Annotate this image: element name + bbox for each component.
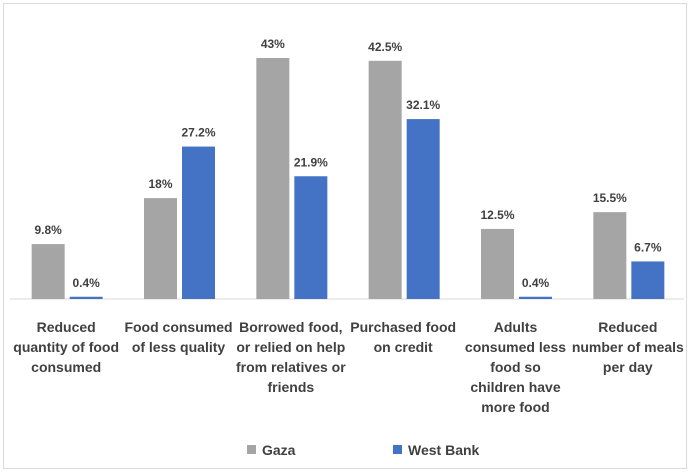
legend-swatch-gaza xyxy=(247,445,256,454)
bar-gaza-4 xyxy=(481,228,514,299)
category-label-3-line-0: Purchased food xyxy=(350,319,456,335)
category-label-2-line-2: from relatives or xyxy=(236,359,346,375)
category-label-2-line-0: Borrowed food, xyxy=(239,319,342,335)
category-label-3-line-1: on credit xyxy=(374,339,433,355)
bar-gaza-3 xyxy=(368,60,402,300)
bar-west-bank-3 xyxy=(406,119,440,299)
bar-west-bank-4 xyxy=(519,296,552,299)
category-label-4-line-0: Adults xyxy=(494,319,538,335)
data-label-west-bank-2: 21.9% xyxy=(294,155,328,169)
bar-west-bank-0 xyxy=(69,296,103,299)
bar-gaza-2 xyxy=(256,58,290,299)
category-label-4-line-4: more food xyxy=(481,399,549,415)
category-label-0-line-2: consumed xyxy=(31,359,101,375)
bar-west-bank-5 xyxy=(631,261,665,299)
bar-gaza-1 xyxy=(144,198,177,299)
bar-gaza-5 xyxy=(593,212,627,299)
category-label-4-line-3: children have xyxy=(470,379,560,395)
category-label-0-line-0: Reduced xyxy=(37,319,96,335)
data-label-gaza-2: 43% xyxy=(261,37,285,51)
data-label-west-bank-3: 32.1% xyxy=(406,98,440,112)
data-label-west-bank-4: 0.4% xyxy=(522,276,550,290)
category-label-5-line-1: number of meals xyxy=(572,339,684,355)
category-label-2-line-1: or relied on help xyxy=(236,339,345,355)
bar-west-bank-1 xyxy=(182,146,215,299)
category-label-1-line-1: of less quality xyxy=(132,339,226,355)
data-label-west-bank-5: 6.7% xyxy=(634,240,662,254)
category-label-4-line-1: consumed less xyxy=(465,339,566,355)
category-label-5-line-0: Reduced xyxy=(598,319,657,335)
chart-area xyxy=(3,3,687,469)
legend-label-west-bank: West Bank xyxy=(408,442,480,458)
data-label-gaza-0: 9.8% xyxy=(34,223,62,237)
bar-west-bank-2 xyxy=(294,176,328,299)
category-label-0-line-1: quantity of food xyxy=(13,339,119,355)
category-label-5-line-2: per day xyxy=(603,359,653,375)
data-label-gaza-4: 12.5% xyxy=(480,208,514,222)
data-label-west-bank-1: 27.2% xyxy=(181,126,215,140)
category-label-1-line-0: Food consumed xyxy=(124,319,232,335)
category-label-2-line-3: friends xyxy=(267,379,314,395)
bar-gaza-0 xyxy=(31,244,65,299)
category-label-4-line-2: food so xyxy=(490,359,541,375)
data-label-gaza-1: 18% xyxy=(148,177,172,191)
data-label-gaza-3: 42.5% xyxy=(368,40,402,54)
legend-swatch-west-bank xyxy=(393,445,402,454)
data-label-west-bank-0: 0.4% xyxy=(72,276,100,290)
data-label-gaza-5: 15.5% xyxy=(593,191,627,205)
legend-label-gaza: Gaza xyxy=(262,442,296,458)
